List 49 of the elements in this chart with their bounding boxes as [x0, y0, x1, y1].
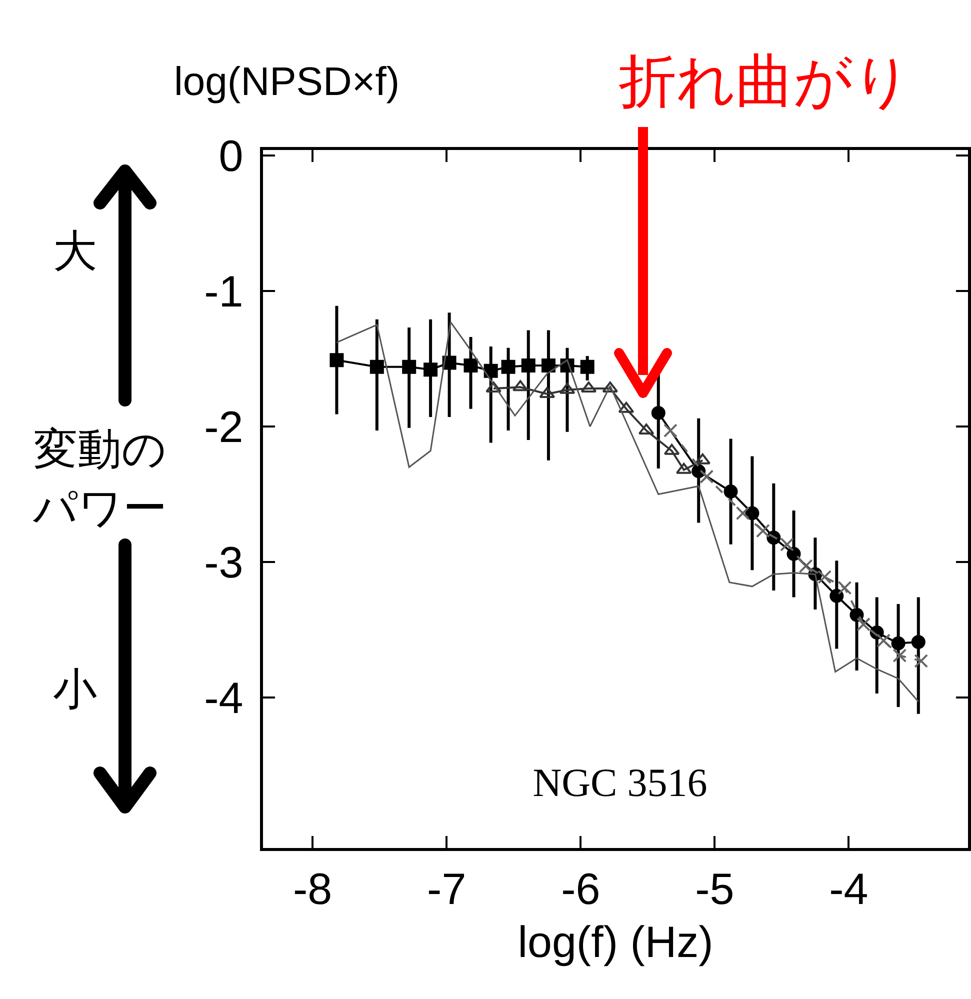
point — [745, 506, 760, 520]
annotation: NGC 3516 — [532, 759, 708, 807]
point — [370, 360, 384, 374]
point — [798, 559, 813, 574]
point — [402, 360, 416, 374]
point — [876, 634, 891, 648]
point — [424, 362, 438, 377]
y-tick-label: 0 — [218, 132, 244, 181]
x-tick-label: -7 — [427, 864, 466, 914]
point — [914, 654, 928, 668]
point — [724, 484, 738, 499]
point — [692, 464, 706, 478]
x-tick-label: -6 — [561, 864, 600, 914]
x-axis-title: log(f) (Hz) — [518, 918, 714, 968]
point — [818, 570, 832, 584]
point — [330, 353, 344, 368]
point — [521, 358, 536, 372]
point — [484, 364, 498, 378]
point — [830, 588, 844, 603]
x-tick-label: -8 — [293, 864, 332, 914]
point — [786, 546, 801, 561]
point — [700, 470, 714, 484]
point — [911, 634, 926, 649]
point — [838, 580, 852, 595]
text: 変動のパワー — [32, 423, 168, 536]
point — [580, 360, 594, 374]
y-tick-label: -2 — [204, 402, 244, 452]
text: 大 — [52, 225, 98, 279]
y-tick-label: -1 — [204, 267, 244, 316]
y-axis-title: log(NPSD×f) — [174, 60, 400, 104]
text: 折れ曲がり — [618, 46, 912, 117]
point — [891, 636, 906, 650]
point — [651, 406, 666, 420]
point — [756, 524, 770, 538]
line-series — [336, 321, 920, 702]
point — [736, 506, 750, 520]
point — [501, 360, 516, 374]
point — [464, 358, 478, 372]
y-tick-label: -3 — [204, 538, 244, 588]
point — [892, 648, 907, 663]
x-tick-label: -4 — [829, 864, 868, 914]
point — [663, 424, 678, 438]
point — [780, 537, 794, 552]
text: 小 — [52, 663, 98, 717]
x-tick-label: -5 — [695, 864, 734, 914]
point — [856, 617, 870, 632]
point — [486, 382, 502, 393]
point — [541, 358, 556, 372]
y-tick-label: -4 — [204, 674, 244, 723]
